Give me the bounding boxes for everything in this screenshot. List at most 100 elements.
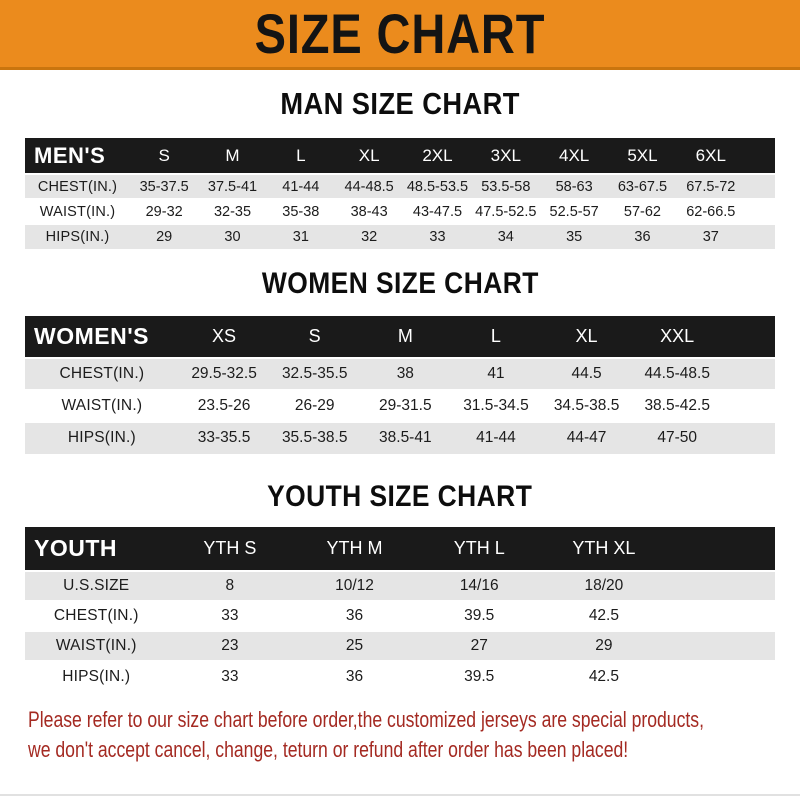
filler-cell bbox=[666, 570, 775, 601]
value-cell: 18/20 bbox=[541, 570, 667, 601]
column-header-cell: XS bbox=[178, 315, 270, 358]
table-head: WOMEN'S XS S M L XL XXL bbox=[25, 315, 775, 358]
filler-cell bbox=[666, 600, 775, 631]
value-cell: 53.5-58 bbox=[471, 173, 540, 199]
value-cell: 23.5-26 bbox=[178, 388, 270, 422]
value-cell: 35 bbox=[539, 223, 609, 249]
table-row: CHEST(IN.) 33 36 39.5 42.5 bbox=[25, 600, 775, 631]
value-cell: 42.5 bbox=[541, 660, 667, 691]
value-cell: 58-63 bbox=[539, 173, 609, 199]
value-cell: 39.5 bbox=[416, 600, 542, 631]
column-header-cell: YTH M bbox=[292, 527, 417, 571]
table-row: WAIST(IN.) 23.5-26 26-29 29-31.5 31.5-34.5 34… bbox=[25, 388, 775, 422]
row-label-cell: CHEST(IN.) bbox=[25, 173, 130, 199]
value-cell: 63-67.5 bbox=[608, 173, 677, 199]
row-label-cell: HIPS(IN.) bbox=[25, 660, 168, 691]
value-cell: 14/16 bbox=[416, 570, 542, 601]
column-header-cell: YTH XL bbox=[541, 527, 667, 571]
section-title-text: YOUTH SIZE CHART bbox=[267, 479, 533, 513]
value-cell: 10/12 bbox=[292, 570, 417, 601]
value-cell: 44.5-48.5 bbox=[631, 356, 723, 390]
value-cell: 27 bbox=[416, 630, 542, 661]
column-header-cell: S bbox=[269, 315, 360, 358]
row-label-cell: CHEST(IN.) bbox=[25, 600, 168, 631]
filler-cell bbox=[744, 223, 775, 249]
value-cell: 33 bbox=[403, 223, 472, 249]
value-cell: 29 bbox=[130, 223, 199, 249]
column-header-cell: M bbox=[360, 315, 451, 358]
value-cell: 33-35.5 bbox=[178, 420, 270, 454]
filler-cell bbox=[722, 356, 775, 390]
column-header-cell: YTH S bbox=[167, 527, 293, 571]
table-body: U.S.SIZE 8 10/12 14/16 18/20 CHEST(IN.) 33 36 39… bbox=[25, 570, 775, 691]
filler-cell bbox=[722, 420, 775, 454]
header-label-cell: WOMEN'S bbox=[25, 315, 179, 358]
value-cell: 57-62 bbox=[608, 198, 677, 224]
value-cell: 34 bbox=[471, 223, 540, 249]
banner: SIZE CHART bbox=[0, 0, 800, 70]
size-chart-sections: MAN SIZE CHART MEN'S S M L XL 2XL 3XL 4XL 5XL 6XL C… bbox=[0, 70, 800, 691]
value-cell: 31.5-34.5 bbox=[450, 388, 542, 422]
section-title-text: WOMEN SIZE CHART bbox=[261, 267, 539, 300]
column-header-cell: 4XL bbox=[539, 138, 609, 174]
value-cell: 23 bbox=[167, 630, 293, 661]
value-cell: 33 bbox=[167, 600, 293, 631]
column-header-cell: XXL bbox=[631, 315, 723, 358]
value-cell: 35-37.5 bbox=[130, 173, 199, 199]
column-header-cell: XL bbox=[541, 315, 632, 358]
value-cell: 44.5 bbox=[541, 356, 632, 390]
value-cell: 44-48.5 bbox=[334, 173, 404, 199]
value-cell: 41-44 bbox=[266, 173, 335, 199]
value-cell: 41-44 bbox=[450, 420, 542, 454]
footer-note: Please refer to our size chart before or… bbox=[0, 705, 800, 765]
column-header-cell: M bbox=[198, 138, 267, 174]
section-men: MAN SIZE CHART MEN'S S M L XL 2XL 3XL 4XL 5XL 6XL C… bbox=[0, 70, 800, 249]
value-cell: 29.5-32.5 bbox=[178, 356, 270, 390]
value-cell: 31 bbox=[266, 223, 335, 249]
row-label-cell: WAIST(IN.) bbox=[25, 198, 130, 224]
value-cell: 36 bbox=[292, 600, 417, 631]
column-header-cell: S bbox=[130, 138, 199, 174]
table-row: CHEST(IN.) 29.5-32.5 32.5-35.5 38 41 44.5 44.5… bbox=[25, 356, 775, 390]
table-header-row: MEN'S S M L XL 2XL 3XL 4XL 5XL 6XL bbox=[25, 138, 775, 174]
value-cell: 38.5-41 bbox=[360, 420, 451, 454]
value-cell: 8 bbox=[167, 570, 293, 601]
section-youth: YOUTH SIZE CHART YOUTH YTH S YTH M YTH L YTH … bbox=[0, 454, 800, 691]
value-cell: 34.5-38.5 bbox=[541, 388, 632, 422]
section-title-men: MAN SIZE CHART bbox=[0, 70, 800, 138]
value-cell: 30 bbox=[198, 223, 267, 249]
value-cell: 35.5-38.5 bbox=[269, 420, 360, 454]
filler-cell bbox=[744, 173, 775, 199]
value-cell: 29 bbox=[541, 630, 667, 661]
value-cell: 33 bbox=[167, 660, 293, 691]
table-row: WAIST(IN.) 29-32 32-35 35-38 38-43 43-47.5 47.… bbox=[25, 198, 775, 224]
header-label-cell: YOUTH bbox=[25, 527, 168, 571]
table-row: HIPS(IN.) 29 30 31 32 33 34 35 36 37 bbox=[25, 223, 775, 249]
value-cell: 38.5-42.5 bbox=[631, 388, 723, 422]
value-cell: 25 bbox=[292, 630, 417, 661]
value-cell: 42.5 bbox=[541, 600, 667, 631]
table-row: HIPS(IN.) 33-35.5 35.5-38.5 38.5-41 41-44 44-… bbox=[25, 420, 775, 454]
table-row: U.S.SIZE 8 10/12 14/16 18/20 bbox=[25, 570, 775, 601]
value-cell: 37.5-41 bbox=[198, 173, 267, 199]
footer-line-1: Please refer to our size chart before or… bbox=[28, 707, 704, 732]
column-header-cell: XL bbox=[334, 138, 404, 174]
column-header-cell: YTH L bbox=[416, 527, 542, 571]
size-table-youth: YOUTH YTH S YTH M YTH L YTH XL U.S.SIZE 8 10/12… bbox=[25, 527, 775, 691]
section-title-women: WOMEN SIZE CHART bbox=[0, 249, 800, 316]
footer-line-2: we don't accept cancel, change, teturn o… bbox=[28, 737, 629, 762]
filler-cell bbox=[722, 315, 775, 358]
table-row: CHEST(IN.) 35-37.5 37.5-41 41-44 44-48.5 48.5… bbox=[25, 173, 775, 199]
value-cell: 32 bbox=[334, 223, 404, 249]
row-label-cell: CHEST(IN.) bbox=[25, 356, 179, 390]
filler-cell bbox=[744, 198, 775, 224]
section-women: WOMEN SIZE CHART WOMEN'S XS S M L XL XXL CHEST(I… bbox=[0, 249, 800, 454]
row-label-cell: HIPS(IN.) bbox=[25, 420, 179, 454]
value-cell: 41 bbox=[450, 356, 542, 390]
value-cell: 52.5-57 bbox=[539, 198, 609, 224]
row-label-cell: WAIST(IN.) bbox=[25, 630, 168, 661]
value-cell: 43-47.5 bbox=[403, 198, 472, 224]
banner-title: SIZE CHART bbox=[254, 1, 546, 65]
table-body: CHEST(IN.) 35-37.5 37.5-41 41-44 44-48.5 48.5… bbox=[25, 173, 775, 249]
